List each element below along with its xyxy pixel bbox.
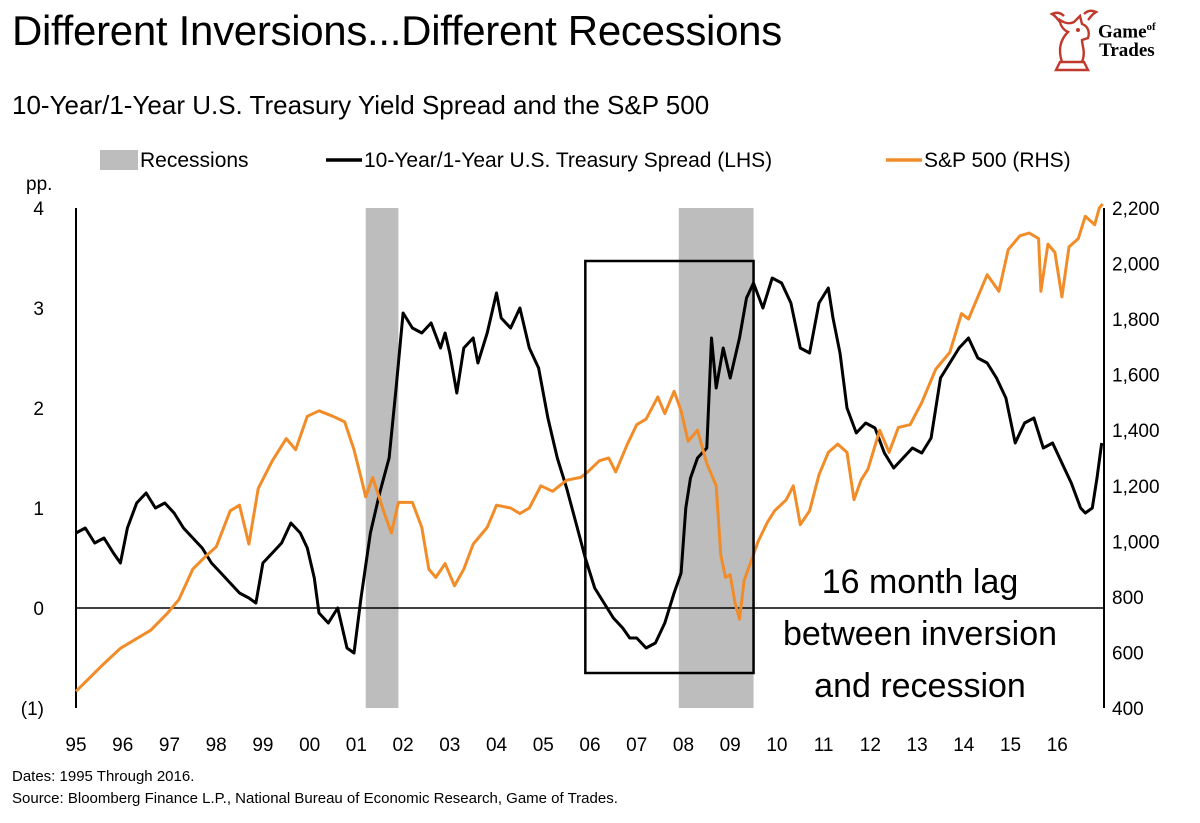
annotation: 16 month lag between inversion and recessi… (783, 563, 1057, 705)
left-tick-label-1: 3 (33, 299, 44, 320)
recession-band-1 (678, 208, 754, 708)
logo-line2: Trades (1099, 40, 1155, 62)
x-tick-label-9: 04 (486, 735, 508, 756)
x-tick-label-12: 07 (626, 735, 647, 756)
left-tick-label-2: 2 (33, 399, 44, 420)
left-tick-label-4: 0 (33, 599, 44, 620)
logo-line1: Game (1098, 21, 1147, 43)
right-tick-label-6: 1,000 (1112, 532, 1160, 553)
x-tick-label-19: 14 (953, 735, 975, 756)
right-tick-label-4: 1,400 (1112, 421, 1160, 442)
treasury-spread-line (75, 276, 1104, 655)
right-tick-label-0: 2,200 (1112, 199, 1160, 220)
x-tick-label-14: 09 (720, 735, 741, 756)
x-tick-label-7: 02 (393, 735, 414, 756)
x-tick-label-2: 97 (159, 735, 180, 756)
right-tick-label-1: 2,000 (1112, 255, 1160, 276)
x-tick-label-0: 95 (65, 735, 86, 756)
logo-of: of (1146, 21, 1156, 33)
legend: Recessions 10-Year/1-Year U.S. Treasury S… (100, 149, 1071, 172)
x-tick-label-10: 05 (533, 735, 554, 756)
left-tick-label-3: 1 (33, 499, 44, 520)
chart-subtitle: 10-Year/1-Year U.S. Treasury Yield Sprea… (12, 90, 710, 120)
x-tick-label-20: 15 (1000, 735, 1021, 756)
annotation-line-2: and recession (814, 667, 1026, 705)
legend-label-treasury-spread: 10-Year/1-Year U.S. Treasury Spread (LHS… (364, 149, 772, 172)
legend-label-recessions: Recessions (140, 149, 249, 172)
annotation-line-1: between inversion (783, 615, 1057, 653)
right-tick-label-8: 600 (1112, 643, 1144, 664)
x-tick-label-4: 99 (252, 735, 273, 756)
x-tick-label-13: 08 (673, 735, 694, 756)
right-tick-label-7: 800 (1112, 588, 1144, 609)
x-tick-label-6: 01 (346, 735, 367, 756)
right-tick-label-5: 1,200 (1112, 477, 1160, 498)
footer-dates: Dates: 1995 Through 2016. (12, 768, 195, 785)
chart-title: Different Inversions...Different Recessi… (12, 7, 782, 54)
left-tick-label-5: (1) (21, 699, 44, 720)
x-tick-label-8: 03 (439, 735, 460, 756)
game-of-trades-logo (1042, 4, 1192, 78)
annotation-line-0: 16 month lag (822, 563, 1019, 601)
inversion-highlight-box (584, 259, 755, 675)
right-tick-label-9: 400 (1112, 699, 1144, 720)
chart-axes: pp.43210(1)2,2002,0001,8001,6001,4001,20… (21, 174, 1160, 756)
logo-wordmark: Gameof Trades (1098, 21, 1156, 62)
right-tick-label-3: 1,600 (1112, 366, 1160, 387)
left-tick-label-0: 4 (33, 199, 44, 220)
highlight-box-layer (584, 259, 755, 675)
x-tick-label-17: 12 (860, 735, 881, 756)
right-tick-label-2: 1,800 (1112, 310, 1160, 331)
x-tick-label-5: 00 (299, 735, 320, 756)
x-tick-label-1: 96 (112, 735, 133, 756)
x-tick-label-16: 11 (814, 735, 834, 756)
recession-bands (365, 208, 754, 708)
x-tick-label-3: 98 (206, 735, 227, 756)
legend-label-sp500: S&P 500 (RHS) (924, 149, 1071, 172)
x-tick-label-11: 06 (579, 735, 600, 756)
recession-band-0 (365, 208, 399, 708)
sp500-line (74, 203, 1104, 693)
footer-source: Source: Bloomberg Finance L.P., National… (12, 790, 618, 807)
chart-series (74, 203, 1104, 693)
legend-swatch-recessions (100, 150, 138, 170)
x-tick-label-21: 16 (1047, 735, 1068, 756)
x-tick-label-18: 13 (907, 735, 928, 756)
bull-knight-logo-icon (1049, 9, 1099, 72)
x-tick-label-15: 10 (766, 735, 787, 756)
y-unit-label: pp. (26, 174, 52, 195)
